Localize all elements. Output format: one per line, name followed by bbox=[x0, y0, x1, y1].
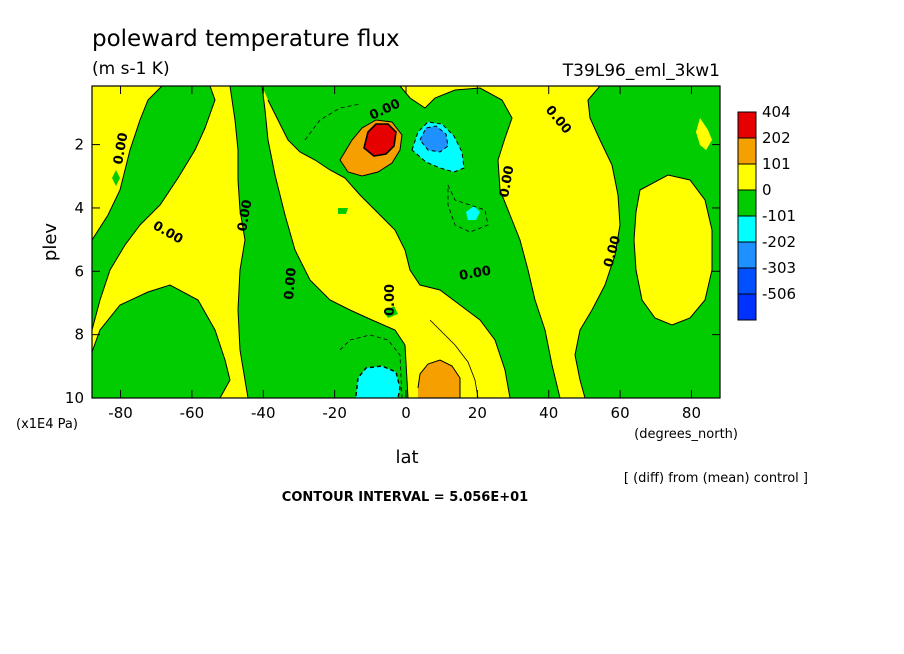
y-tick-label: 10 bbox=[65, 389, 84, 407]
colorbar-label: 404 bbox=[762, 103, 791, 121]
region-neg-sw bbox=[92, 285, 230, 398]
colorbar-swatch bbox=[737, 215, 757, 243]
colorbar-swatch bbox=[737, 163, 757, 191]
patch-green-c bbox=[112, 170, 120, 186]
chart-title: poleward temperature flux bbox=[92, 26, 400, 52]
x-tick-label: 40 bbox=[539, 404, 558, 422]
x-tick-label: -80 bbox=[108, 404, 133, 422]
colorbar-swatch bbox=[737, 189, 757, 217]
patch-green-d bbox=[384, 306, 398, 318]
colorbar-label: 0 bbox=[762, 181, 772, 199]
region-neg-ne-pocket bbox=[634, 175, 712, 325]
colorbar-swatch bbox=[737, 137, 757, 165]
region-neg-south-cyan bbox=[356, 366, 400, 398]
contour-label: 0.00 bbox=[282, 267, 300, 300]
contour-interval: CONTOUR INTERVAL = 5.056E+01 bbox=[282, 490, 528, 505]
y-tick-label: 4 bbox=[74, 199, 84, 217]
subtitle: [ (diff) from (mean) control ] bbox=[624, 471, 808, 486]
colorbar: 404 202 101 0 -101 -202 -303 -506 bbox=[737, 103, 796, 321]
y-axis: 2 4 6 8 10 bbox=[65, 136, 720, 407]
colorbar-label: -101 bbox=[762, 207, 796, 225]
contour-lines bbox=[91, 85, 713, 399]
colorbar-swatch bbox=[737, 241, 757, 269]
region-neg-303 bbox=[420, 126, 448, 152]
colorbar-swatch bbox=[737, 111, 757, 139]
chart-units: (m s-1 K) bbox=[92, 59, 170, 79]
x-tick-label: 60 bbox=[611, 404, 630, 422]
y-axis-title: plev bbox=[40, 223, 61, 262]
colorbar-label: 202 bbox=[762, 129, 791, 147]
x-tick-label: 80 bbox=[682, 404, 701, 422]
y-tick-label: 2 bbox=[74, 136, 84, 154]
colorbar-swatch bbox=[737, 267, 757, 295]
y-tick-label: 6 bbox=[74, 262, 84, 280]
region-neg-center-south bbox=[230, 86, 408, 398]
colorbar-label: 101 bbox=[762, 155, 791, 173]
contour-label: 0.00 bbox=[235, 198, 255, 232]
field-area: 0.00 0.00 0.00 0.00 0.00 0.00 0.00 0.00 … bbox=[91, 85, 721, 399]
y-units: (x1E4 Pa) bbox=[16, 417, 78, 432]
region-neg-west bbox=[92, 86, 215, 330]
contour-label: 0.00 bbox=[383, 284, 398, 316]
region-pos-404 bbox=[364, 124, 396, 156]
contour-label: 0.00 bbox=[497, 164, 517, 198]
colorbar-swatch bbox=[737, 293, 757, 321]
patch-green-a bbox=[374, 178, 384, 190]
x-tick-label: 20 bbox=[468, 404, 487, 422]
contour-lines-negative bbox=[304, 103, 489, 399]
colorbar-label: -202 bbox=[762, 233, 796, 251]
run-label: T39L96_eml_3kw1 bbox=[562, 61, 720, 81]
colorbar-label: -506 bbox=[762, 285, 796, 303]
contour-label: 0.00 bbox=[458, 264, 492, 284]
x-axis-title: lat bbox=[395, 447, 418, 468]
region-pos-far-east bbox=[696, 118, 712, 150]
patch-green-b bbox=[338, 208, 348, 214]
x-tick-label: -40 bbox=[251, 404, 276, 422]
y-tick-label: 8 bbox=[74, 326, 84, 344]
region-neg-upper-mid bbox=[262, 86, 560, 398]
x-axis: -80 -60 -40 -20 0 20 40 60 80 bbox=[108, 86, 701, 422]
x-tick-label: -20 bbox=[322, 404, 347, 422]
patch-cyan-mid bbox=[466, 206, 480, 220]
colorbar-label: -303 bbox=[762, 259, 796, 277]
x-units: (degrees_north) bbox=[634, 427, 738, 442]
x-tick-label: 0 bbox=[401, 404, 411, 422]
x-tick-label: -60 bbox=[180, 404, 205, 422]
region-pos-south-orange bbox=[418, 360, 460, 398]
contour-label: 0.00 bbox=[111, 131, 131, 165]
